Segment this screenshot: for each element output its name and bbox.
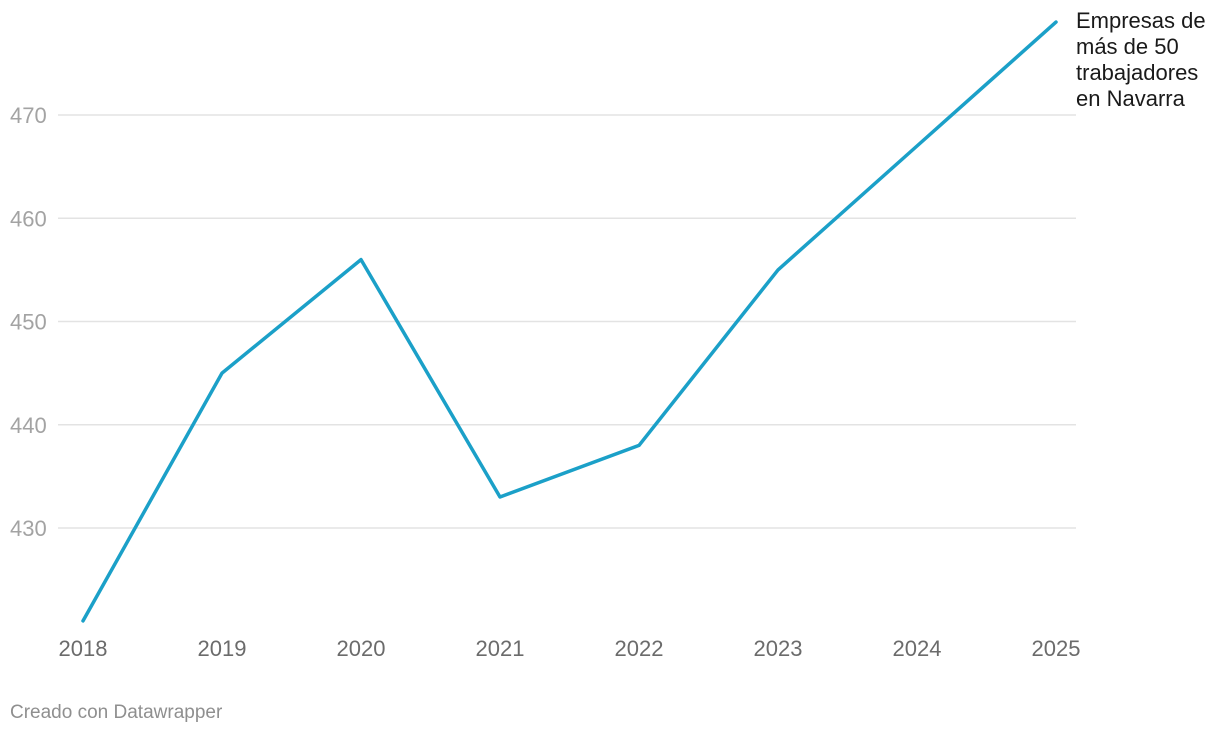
x-tick-label: 2025	[1032, 636, 1081, 661]
y-tick-label: 460	[10, 206, 47, 231]
data-point	[637, 444, 641, 447]
x-tick-label: 2018	[59, 636, 108, 661]
x-tick-label: 2022	[615, 636, 664, 661]
data-point	[915, 144, 919, 148]
data-point	[498, 495, 502, 499]
attribution-footer: Creado con Datawrapper	[10, 702, 223, 723]
data-point	[1054, 20, 1058, 24]
data-point	[220, 371, 224, 375]
x-tick-label: 2023	[754, 636, 803, 661]
series-lines	[81, 20, 1058, 623]
data-point	[776, 268, 780, 272]
data-point	[359, 258, 363, 261]
series-label: Empresas de más de 50 trabajadores en Na…	[1076, 8, 1206, 111]
x-tick-label: 2019	[198, 636, 247, 661]
x-tick-label: 2020	[337, 636, 386, 661]
y-tick-label: 430	[10, 516, 47, 541]
x-tick-label: 2024	[893, 636, 942, 661]
gridlines	[58, 114, 1076, 529]
y-axis-ticks: 430 440 450 460 470	[10, 103, 47, 541]
y-tick-label: 450	[10, 310, 47, 335]
data-point	[81, 619, 85, 623]
y-tick-label: 440	[10, 413, 47, 438]
line-chart: 430 440 450 460 470 2018 2019 2020 2021 2022 2023…	[10, 20, 1081, 661]
series-line	[81, 20, 1058, 623]
y-tick-label: 470	[10, 103, 47, 128]
x-tick-label: 2021	[476, 636, 525, 661]
x-axis-ticks: 2018 2019 2020 2021 2022 2023 2024 2025	[59, 636, 1081, 661]
